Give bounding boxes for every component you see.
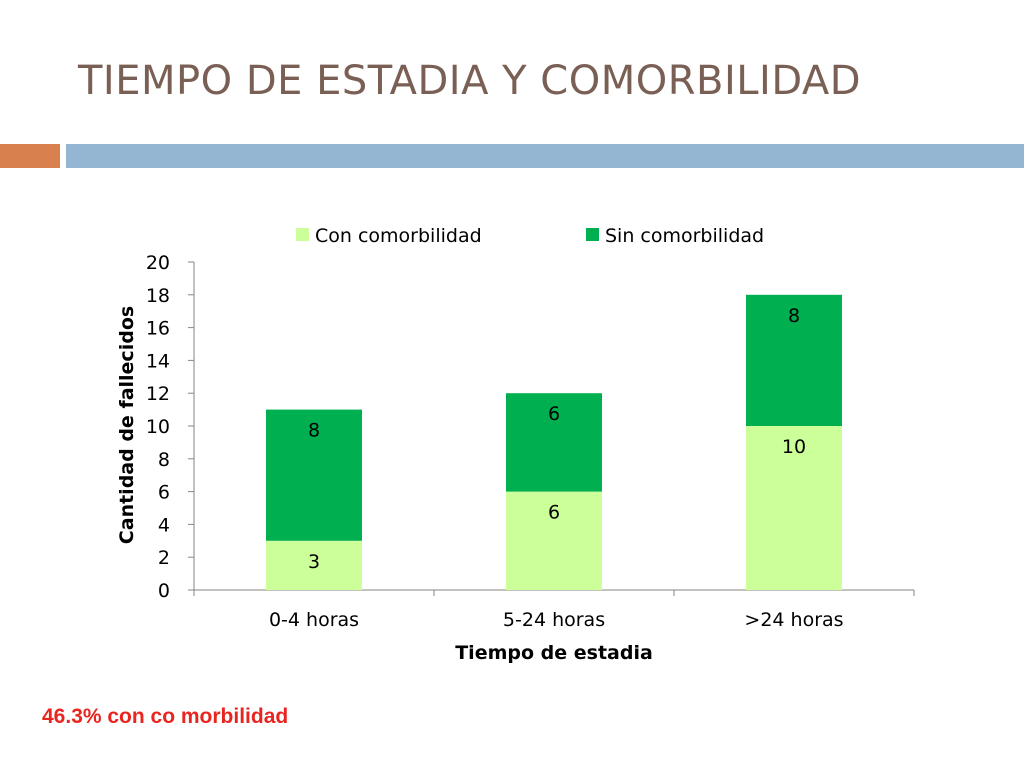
bar-con-comorbilidad [746, 426, 842, 590]
accent-bar-orange [0, 144, 60, 168]
y-tick-label: 14 [146, 350, 170, 372]
y-tick-label: 18 [146, 285, 170, 307]
data-label: 3 [308, 551, 320, 573]
legend-swatch [586, 228, 599, 241]
legend-label: Sin comorbilidad [605, 225, 764, 247]
x-tick-label: 0-4 horas [269, 609, 359, 631]
y-tick-label: 0 [158, 580, 170, 602]
slide-title: TIEMPO DE ESTADIA Y COMORBILIDAD [78, 58, 862, 104]
y-axis-title: Cantidad de fallecidos [116, 306, 138, 544]
bar-sin-comorbilidad [746, 294, 842, 426]
legend-swatch [296, 228, 309, 241]
y-tick-label: 8 [158, 449, 170, 471]
data-label: 8 [308, 420, 320, 442]
bar-sin-comorbilidad [266, 409, 362, 541]
y-tick-label: 10 [146, 416, 170, 438]
accent-bar-blue [66, 144, 1024, 168]
y-tick-label: 12 [146, 383, 170, 405]
legend-label: Con comorbilidad [315, 225, 482, 247]
x-axis: 0-4 horas 5-24 horas >24 horas [193, 589, 915, 631]
y-axis: 0 2 4 6 8 10 12 14 16 18 20 [146, 252, 195, 602]
x-tick-label: >24 horas [744, 609, 843, 631]
chart-legend: Con comorbilidad Sin comorbilidad [296, 225, 764, 247]
y-tick-label: 4 [158, 514, 170, 536]
y-tick-label: 16 [146, 318, 170, 340]
y-tick-label: 20 [146, 252, 170, 274]
y-tick-label: 2 [158, 547, 170, 569]
footnote: 46.3% con co morbilidad [42, 705, 289, 728]
data-label: 6 [548, 403, 560, 425]
data-label: 10 [782, 436, 806, 458]
bar-con-comorbilidad [506, 491, 602, 590]
data-label: 6 [548, 502, 560, 524]
x-tick-label: 5-24 horas [503, 609, 605, 631]
bars: 3 8 6 6 10 8 [266, 294, 842, 590]
data-label: 8 [788, 305, 800, 327]
x-axis-title: Tiempo de estadia [455, 642, 653, 664]
bar-con-comorbilidad [266, 540, 362, 590]
bar-sin-comorbilidad [506, 393, 602, 492]
y-tick-label: 6 [158, 482, 170, 504]
